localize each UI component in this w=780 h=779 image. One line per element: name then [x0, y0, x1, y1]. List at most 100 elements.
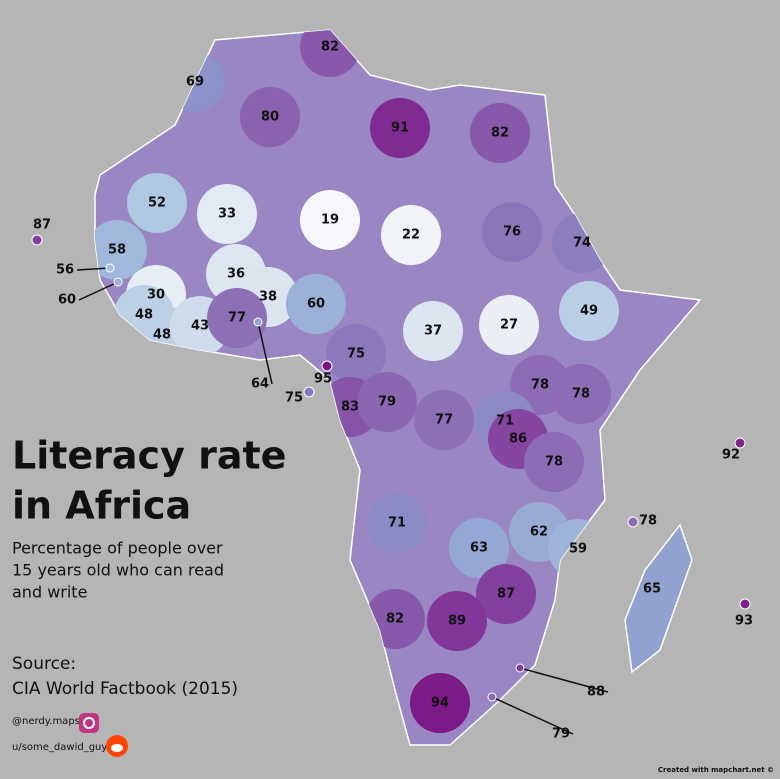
value-label: 43	[191, 319, 209, 334]
value-label: 65	[643, 582, 661, 597]
source-line: Source:	[12, 654, 76, 674]
region	[414, 390, 474, 450]
region	[286, 274, 346, 334]
value-label: 80	[261, 110, 279, 125]
overlay: 82 69 80 91 82 87 52 33 19 22 76 74 58 56 60 36 30 38 60 49…	[31, 40, 753, 742]
reddit-handle: u/some_dawid_guy	[12, 742, 107, 753]
region	[240, 87, 300, 147]
region	[479, 295, 539, 355]
value-label: 38	[259, 290, 277, 305]
value-label: 87	[33, 218, 51, 233]
region	[370, 98, 430, 158]
island	[31, 234, 43, 246]
region	[551, 364, 611, 424]
island	[303, 386, 315, 398]
value-label: 78	[545, 455, 563, 470]
region	[300, 190, 360, 250]
source-line: CIA World Factbook (2015)	[12, 679, 238, 699]
value-label: 77	[435, 413, 453, 428]
value-label: 74	[573, 236, 591, 251]
value-label: 95	[314, 372, 332, 387]
value-label: 22	[402, 228, 420, 243]
value-label: 78	[572, 387, 590, 402]
value-label: 75	[285, 391, 303, 406]
region	[410, 673, 470, 733]
value-label: 33	[218, 207, 236, 222]
region	[482, 202, 542, 262]
value-label: 58	[108, 243, 126, 258]
region	[113, 277, 123, 287]
value-label: 48	[153, 328, 171, 343]
region	[95, 220, 147, 280]
value-label: 79	[378, 395, 396, 410]
region	[470, 103, 530, 163]
value-label: 92	[722, 448, 740, 463]
value-label: 86	[509, 432, 527, 447]
value-label: 75	[347, 347, 365, 362]
value-label: 60	[307, 297, 325, 312]
region	[197, 184, 257, 244]
value-label: 78	[531, 378, 549, 393]
value-label: 94	[431, 696, 449, 711]
leader-line	[519, 667, 609, 693]
region	[105, 263, 115, 273]
region	[524, 432, 584, 492]
value-label: 82	[386, 612, 404, 627]
value-label: 77	[228, 311, 246, 326]
value-label: 89	[448, 614, 466, 629]
value-label: 88	[587, 685, 605, 700]
region	[326, 324, 386, 384]
value-label: 91	[391, 121, 409, 136]
subtitle-line: 15 years old who can read	[12, 561, 224, 580]
island	[321, 360, 333, 372]
value-label: 82	[491, 126, 509, 141]
tool-credit: Created with mapchart.net ©	[658, 766, 774, 774]
value-label: 49	[580, 304, 598, 319]
value-label: 63	[470, 541, 488, 556]
value-label: 64	[251, 377, 269, 392]
region	[403, 301, 463, 361]
value-label: 19	[321, 213, 339, 228]
leader-line	[78, 281, 119, 301]
value-label: 48	[135, 308, 153, 323]
value-label: 79	[552, 727, 570, 742]
value-label: 87	[497, 587, 515, 602]
value-label: 83	[341, 400, 359, 415]
value-label: 60	[58, 293, 76, 308]
region	[559, 281, 619, 341]
value-label: 52	[148, 196, 166, 211]
region	[253, 317, 263, 327]
instagram-icon	[79, 713, 99, 733]
value-label: 71	[496, 414, 514, 429]
leader-line	[76, 267, 111, 271]
value-label: 69	[186, 75, 204, 90]
region	[357, 372, 417, 432]
region	[367, 493, 427, 553]
instagram-handle: @nerdy.maps	[12, 716, 80, 727]
region	[127, 173, 187, 233]
value-label: 37	[424, 324, 442, 339]
reddit-icon-face	[111, 744, 123, 752]
value-label: 59	[569, 542, 587, 557]
region	[476, 564, 536, 624]
value-label: 62	[530, 525, 548, 540]
title-line: in Africa	[12, 484, 191, 528]
value-label: 78	[639, 514, 657, 529]
value-label: 27	[500, 318, 518, 333]
instagram-icon-lens	[83, 717, 95, 729]
madagascar	[624, 523, 693, 674]
island	[739, 598, 751, 610]
value-label: 56	[56, 263, 74, 278]
subtitle-line: Percentage of people over	[12, 539, 223, 558]
value-label: 30	[147, 288, 165, 303]
value-label: 76	[503, 225, 521, 240]
subtitle-line: and write	[12, 583, 87, 602]
region	[381, 205, 441, 265]
value-label: 71	[388, 516, 406, 531]
title-line: Literacy rate	[12, 434, 286, 478]
region	[449, 518, 509, 578]
leader-line	[491, 696, 574, 735]
region	[207, 288, 267, 348]
value-label: 36	[227, 267, 245, 282]
